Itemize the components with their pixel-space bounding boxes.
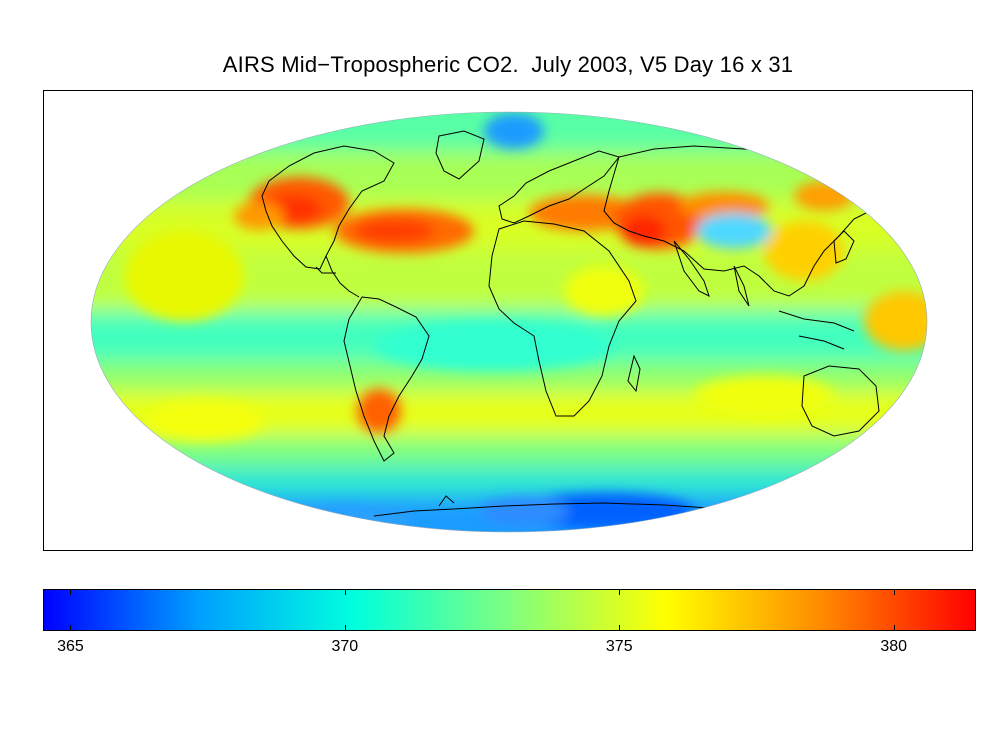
colorbar-tick-label: 380 (880, 638, 908, 655)
colorbar-tick-label: 365 (57, 638, 84, 655)
map-boundary (90, 111, 928, 533)
colorbar-tick-label: 375 (605, 638, 633, 655)
colorbar-tick (619, 589, 621, 631)
map-panel (43, 90, 973, 551)
mollweide-map (90, 111, 928, 533)
colorbar-tick (344, 589, 346, 631)
co2-field (91, 112, 927, 532)
chart-title: AIRS Mid−Tropospheric CO2. July 2003, V5… (222, 52, 794, 77)
colorbar-ticks: 365 370 375 380 (43, 589, 976, 669)
colorbar-tick (893, 589, 895, 631)
colorbar-tick (70, 589, 72, 631)
colorbar (43, 589, 976, 631)
colorbar-tick-label: 370 (331, 638, 359, 655)
